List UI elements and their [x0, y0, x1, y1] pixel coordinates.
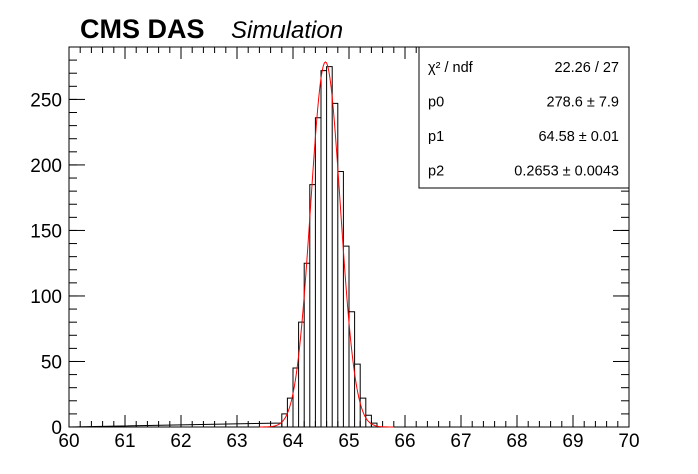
y-tick-label: 200: [30, 156, 62, 177]
stat-row-name: p0: [428, 95, 444, 111]
x-tick-label: 60: [58, 431, 79, 452]
axis-tick-labels: 60 61 62 63 64 65 66 67 68 69 70 0 50 100 150 200 250: [30, 90, 639, 452]
y-tick-label: 50: [41, 352, 62, 373]
title-simulation-label: Simulation: [231, 17, 343, 44]
x-tick-label: 63: [226, 431, 247, 452]
y-tick-label: 100: [30, 287, 62, 308]
y-tick-label: 250: [30, 90, 62, 111]
y-tick-label: 150: [30, 221, 62, 242]
fit-stats-box: χ² / ndf 22.26 / 27 p0 278.6 ± 7.9 p1 64.58 ±…: [418, 46, 630, 189]
y-tick-label: 0: [51, 418, 62, 439]
chart-title: CMS DAS Simulation: [80, 14, 343, 44]
x-tick-label: 61: [114, 431, 135, 452]
x-tick-label: 65: [338, 431, 359, 452]
gaussian-fit-curve: [259, 61, 394, 428]
x-tick-label: 62: [170, 431, 191, 452]
stat-row-value: 64.58 ± 0.01: [538, 129, 619, 145]
x-tick-label: 70: [618, 431, 639, 452]
x-tick-label: 67: [450, 431, 471, 452]
stat-row-value: 22.26 / 27: [555, 60, 620, 76]
title-experiment: CMS DAS: [80, 14, 205, 44]
x-tick-label: 68: [506, 431, 527, 452]
stats-box-frame: [418, 46, 630, 189]
x-tick-label: 66: [394, 431, 415, 452]
stat-row-value: 278.6 ± 7.9: [547, 95, 619, 111]
stat-row-name: p1: [428, 129, 444, 145]
stat-row-name: p2: [428, 164, 444, 180]
x-tick-label: 69: [562, 431, 583, 452]
stat-row-name: χ² / ndf: [428, 60, 474, 76]
x-tick-label: 64: [282, 431, 304, 452]
stat-row-value: 0.2653 ± 0.0043: [514, 164, 619, 180]
